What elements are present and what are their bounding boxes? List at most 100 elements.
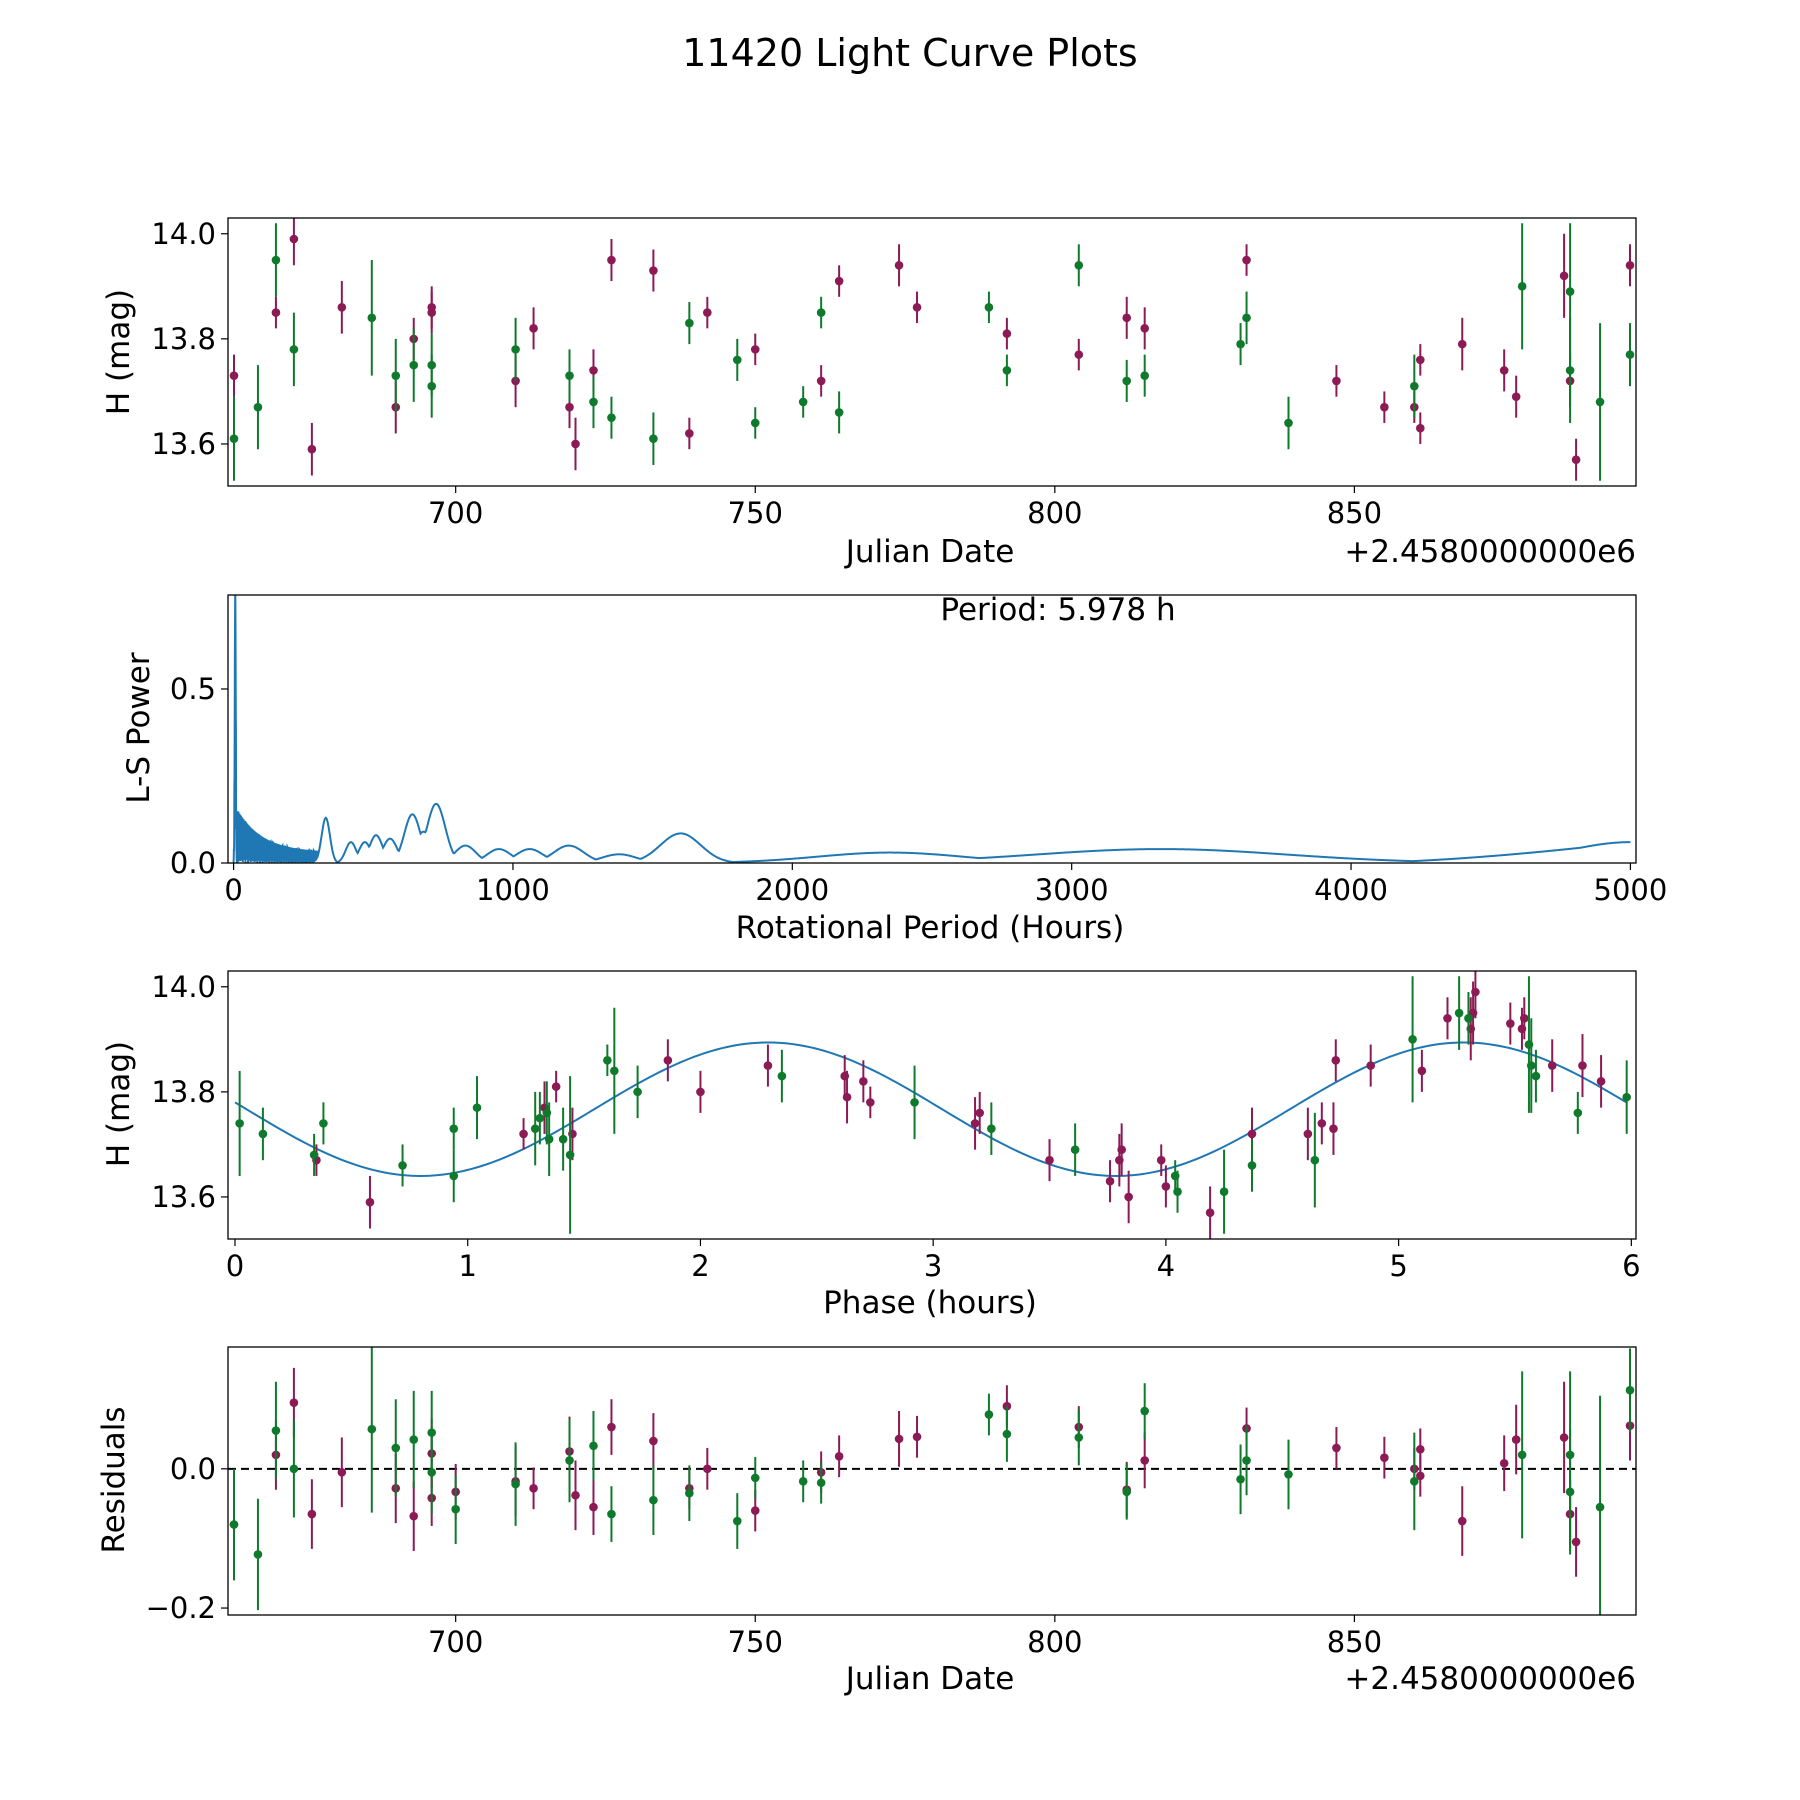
light-curve-ytick-label: 13.6: [151, 427, 216, 461]
residuals-point: [1332, 1443, 1341, 1453]
light-curve-point: [1625, 350, 1635, 359]
phased-point: [1317, 1119, 1327, 1128]
phased-point: [472, 1103, 482, 1112]
residuals-point: [1140, 1456, 1149, 1465]
light-curve-point: [1236, 339, 1245, 349]
light-curve-xtick-label: 850: [1327, 496, 1382, 530]
residuals-ytick-label: −0.2: [146, 1591, 216, 1625]
light-curve-point: [1457, 339, 1467, 349]
residuals-point: [1074, 1433, 1084, 1442]
residuals-point: [253, 1550, 263, 1559]
light-curve-point: [511, 345, 520, 354]
phased-xtick-label: 4: [1157, 1249, 1175, 1283]
residuals-point: [1410, 1477, 1419, 1486]
phased-ytick-label: 13.6: [151, 1180, 216, 1214]
light-curve-point: [1517, 282, 1527, 291]
light-curve-point: [565, 371, 574, 380]
phased-xlabel: Phase (hours): [823, 1285, 1037, 1321]
light-curve-point: [607, 413, 616, 422]
light-curve-point: [1140, 324, 1149, 333]
light-curve-point: [984, 303, 994, 312]
phased-point: [1443, 1013, 1452, 1023]
light-curve-point: [565, 402, 574, 412]
phased-point: [866, 1098, 875, 1107]
light-curve-point: [289, 345, 299, 354]
residuals-point: [289, 1464, 299, 1474]
phased-point: [1303, 1129, 1313, 1139]
light-curve-point: [750, 345, 760, 354]
light-curve-xtick-label: 700: [428, 496, 483, 530]
periodogram-frame: [227, 594, 1637, 864]
light-curve-point: [1122, 313, 1132, 323]
model-curve: [234, 1041, 1627, 1177]
phased-point: [987, 1124, 996, 1133]
phased-point: [1417, 1066, 1427, 1076]
phased-point: [610, 1066, 619, 1076]
phased-point: [763, 1061, 773, 1070]
residuals-point: [894, 1434, 904, 1444]
periodogram-plot-area: [232, 595, 1631, 863]
residuals-point: [1565, 1487, 1575, 1497]
residuals-point: [750, 1506, 760, 1515]
residuals-ylabel: Residuals: [96, 1406, 132, 1553]
phased-point: [1045, 1155, 1054, 1165]
light-curve-point: [732, 355, 742, 365]
residuals-xtick-label: 750: [728, 1625, 783, 1659]
light-curve-point: [1559, 271, 1569, 281]
light-curve-point: [1565, 366, 1575, 375]
light-curve-point: [685, 318, 694, 328]
phased-point: [633, 1087, 642, 1097]
residuals-point: [367, 1424, 377, 1434]
phased-point: [1547, 1061, 1557, 1070]
light-curve-point: [1074, 260, 1084, 270]
light-curve-point: [253, 402, 263, 412]
light-curve-ytick-label: 13.8: [151, 322, 216, 356]
light-curve-point: [337, 303, 347, 312]
light-curve-point: [271, 255, 281, 265]
light-curve-point: [1242, 313, 1251, 323]
phased-point: [1408, 1035, 1417, 1044]
light-curve-point: [391, 371, 401, 380]
light-curve-point: [607, 255, 616, 265]
residuals-point: [1511, 1435, 1521, 1444]
phased-point: [1173, 1187, 1182, 1197]
residuals-point: [1284, 1470, 1293, 1479]
light-curve-point: [589, 397, 598, 407]
phased-point: [1573, 1108, 1583, 1118]
light-curve-point: [750, 418, 760, 428]
light-curve-point: [834, 408, 844, 417]
light-curve-point: [229, 371, 239, 380]
periodogram-xtick-label: 3000: [1035, 873, 1109, 907]
light-curve-point: [1416, 355, 1425, 365]
phased-point: [558, 1134, 568, 1144]
phased-point: [1205, 1208, 1215, 1218]
phased-point: [1156, 1155, 1166, 1165]
light-curve-point: [1242, 255, 1251, 265]
residuals-point: [732, 1516, 742, 1526]
light-curve-point: [1284, 418, 1293, 428]
phased-point: [565, 1150, 575, 1160]
residuals-point: [685, 1488, 694, 1498]
residuals-x-offset: +2.4580000000e6: [1344, 1661, 1636, 1697]
phased-point: [603, 1056, 612, 1065]
periodogram-panel: 0 1000 2000 3000 4000 5000 0.0 0.5: [170, 594, 1667, 907]
phased-xtick-label: 6: [1622, 1249, 1640, 1283]
phased-xtick-label: 0: [226, 1249, 244, 1283]
light-curve-point: [1332, 376, 1341, 386]
phased-point: [970, 1119, 980, 1128]
light-curve-point: [685, 429, 694, 438]
phased-point: [258, 1129, 268, 1139]
light-curve-point: [409, 360, 419, 370]
phased-point: [663, 1056, 673, 1065]
residuals-point: [571, 1490, 580, 1500]
phased-point: [1124, 1192, 1133, 1202]
light-curve-point: [894, 260, 904, 270]
residuals-point: [1380, 1453, 1389, 1462]
light-curve-point: [1571, 455, 1581, 465]
residuals-frame: [227, 1346, 1637, 1616]
light-curve-point: [816, 308, 826, 317]
phased-point: [551, 1082, 561, 1091]
phased-point: [319, 1119, 328, 1128]
phased-point: [1310, 1155, 1320, 1165]
phased-point: [1454, 1008, 1464, 1018]
